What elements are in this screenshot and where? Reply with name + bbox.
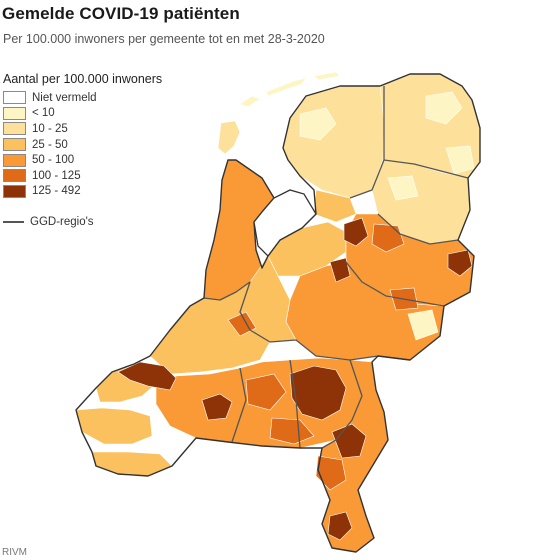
legend-label: Niet vermeld (32, 91, 97, 104)
wadden-island-ameland (313, 71, 341, 81)
legend-item-50-100: 50 - 100 (3, 152, 173, 168)
low-patch-drenthe (387, 175, 419, 201)
ijsselmeer-water (253, 189, 317, 257)
legend-label: < 10 (32, 107, 55, 120)
legend-swatch (3, 122, 26, 136)
legend-label: 25 - 50 (32, 138, 68, 151)
legend-title: Aantal per 100.000 inwoners (3, 72, 163, 86)
legend-item-25-50: 25 - 50 (3, 137, 173, 153)
map-title: Gemelde COVID-19 patiënten (2, 4, 240, 23)
high-patch-utrecht (227, 311, 257, 337)
ggd-region-borders (203, 86, 469, 449)
legend-item-niet-vermeld: Niet vermeld (3, 90, 173, 106)
low-patch-friesland (299, 107, 337, 141)
legend-ggd-regions: GGD-regio's (3, 216, 173, 228)
high-patch-brabant-south (269, 417, 315, 445)
low-patch-achterhoek (407, 309, 439, 341)
region-zeeland-middle (75, 407, 153, 445)
hotspot-voorne-putten (117, 361, 177, 391)
legend-item-lt-10: < 10 (3, 106, 173, 122)
legend-swatch (3, 91, 26, 105)
legend-ggd-label: GGD-regio's (30, 216, 94, 229)
legend-region-line (3, 221, 24, 224)
legend-swatch (3, 169, 26, 183)
legend: Aantal per 100.000 inwoners Niet vermeld… (3, 72, 173, 228)
legend-label: 100 - 125 (32, 169, 81, 182)
legend-label: 50 - 100 (32, 154, 75, 167)
ggd-border-drenthe (383, 159, 469, 179)
ggd-border-brabant-limburg (321, 359, 363, 449)
wadden-island-vlieland (239, 95, 261, 108)
hotspot-limburg-north (331, 423, 367, 459)
hotspot-zwolle (343, 217, 369, 247)
hotspot-brabant-east (289, 365, 347, 421)
wadden-island-terschelling (265, 77, 307, 97)
high-patch-limburg-central (315, 455, 347, 491)
legend-swatch (3, 138, 26, 152)
low-patch-groningen-north (425, 91, 463, 125)
legend-label: 125 - 492 (32, 185, 81, 198)
region-zeeland-south (91, 451, 173, 477)
legend-swatch (3, 153, 26, 167)
wadden-island-texel (217, 120, 241, 155)
legend-item-10-25: 10 - 25 (3, 121, 173, 137)
wadden-island-rottumeroog (373, 65, 391, 73)
hotspot-gelderland (329, 257, 351, 283)
map-subtitle: Per 100.000 inwoners per gemeente tot en… (3, 32, 325, 46)
hotspot-brabant-west (201, 393, 233, 421)
ggd-border-ijssel (377, 213, 459, 245)
legend-item-125-492: 125 - 492 (3, 184, 173, 200)
high-patch-brabant-central (245, 373, 287, 411)
ggd-border-gelderland (345, 261, 445, 307)
hotspot-twente (447, 249, 473, 277)
legend-item-100-125: 100 - 125 (3, 168, 173, 184)
ggd-border-north (349, 86, 385, 199)
wadden-island-schiermonnikoog (349, 67, 367, 75)
region-friesland (282, 85, 385, 199)
ggd-border-holland (203, 281, 271, 343)
legend-label: 10 - 25 (32, 122, 68, 135)
ggd-border-brabant-west (231, 367, 247, 443)
hotspot-limburg-south (327, 511, 353, 541)
coastline-outline (75, 73, 481, 553)
legend-swatch (3, 184, 26, 198)
ggd-border-brabant-mid (289, 359, 301, 449)
low-patch-groningen-east (445, 145, 475, 175)
legend-swatch (3, 106, 26, 120)
source-credit: RIVM (2, 547, 27, 558)
